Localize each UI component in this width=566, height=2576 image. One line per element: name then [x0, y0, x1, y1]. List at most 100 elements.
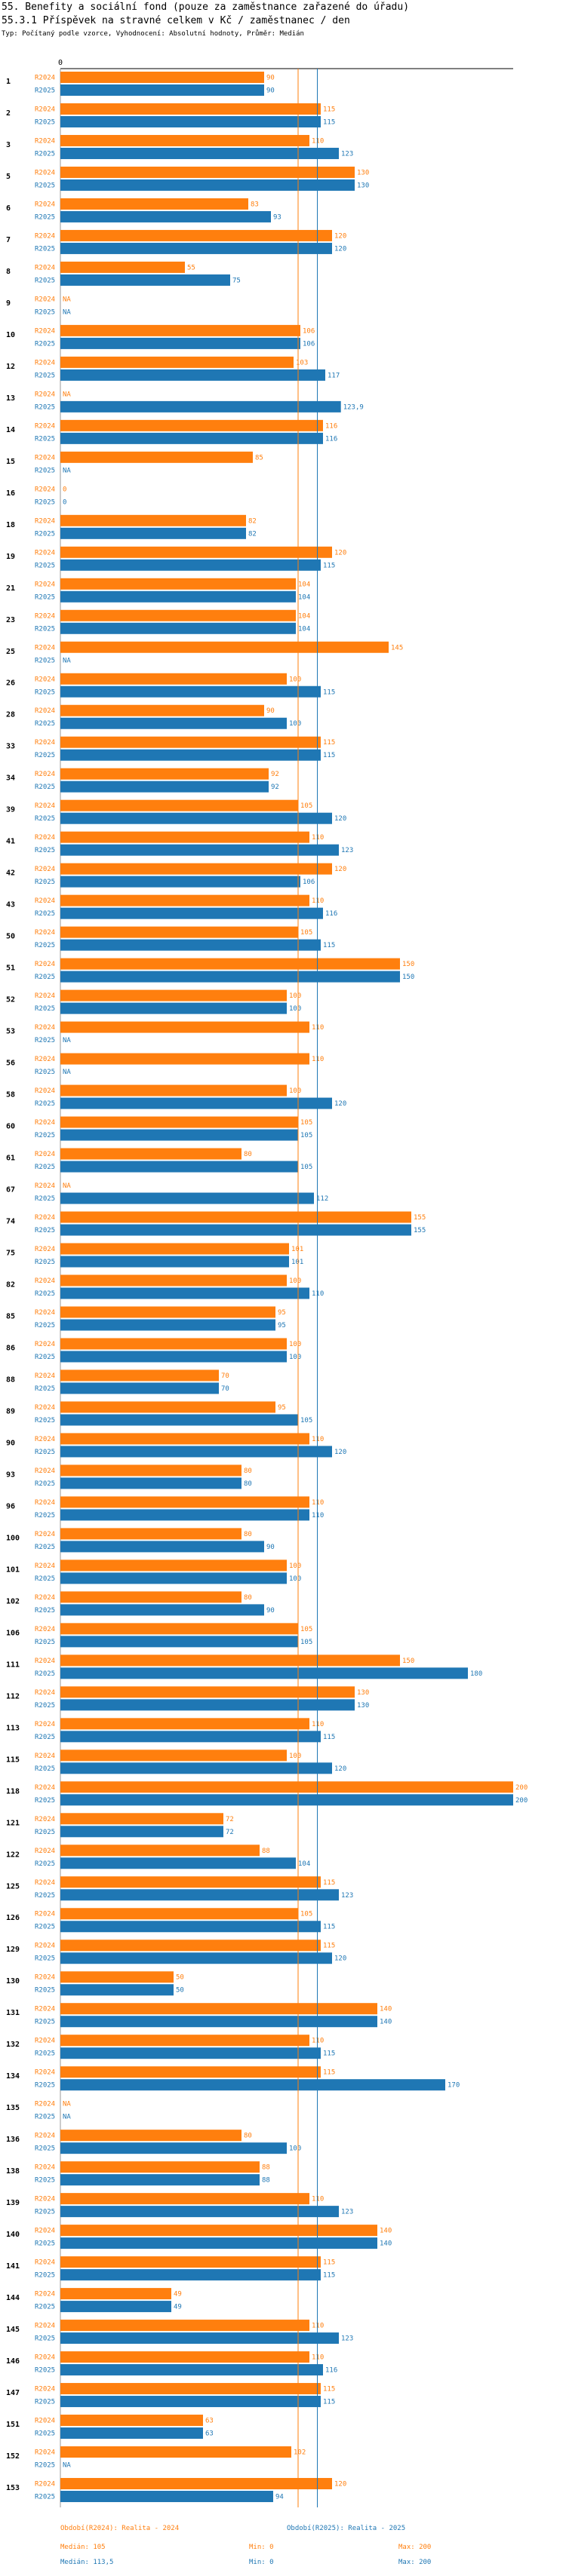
value-label: 150 [402, 974, 414, 981]
bar-r2024 [60, 1940, 321, 1952]
category-label: 125 [6, 1882, 20, 1891]
bar-r2024 [60, 958, 400, 970]
series-label: R2024 [35, 2354, 55, 2362]
bar-r2024 [60, 1623, 298, 1635]
bar-r2025 [60, 1952, 332, 1964]
value-label: 155 [414, 1214, 426, 1222]
bar-r2024 [60, 1528, 241, 1540]
series-label: R2024 [35, 75, 55, 82]
series-label: R2024 [35, 264, 55, 271]
stat-r2024-max: Max: 200 [398, 2544, 432, 2551]
value-label: 100 [289, 1562, 301, 1570]
series-label: R2024 [35, 2164, 55, 2172]
series-label: R2024 [35, 1721, 55, 1728]
series-label: R2025 [35, 435, 55, 443]
series-label: R2024 [35, 612, 55, 620]
bar-r2024 [60, 1686, 355, 1698]
chart-subtitle: Typ: Počítaný podle vzorce, Vyhodnocení:… [2, 30, 304, 38]
bar-r2024 [60, 768, 269, 780]
value-label: 95 [278, 1309, 286, 1317]
bar-r2024 [60, 736, 321, 748]
series-label: R2025 [35, 150, 55, 158]
value-label-na: NA [63, 1069, 71, 1076]
category-label: 23 [6, 616, 15, 624]
value-label: 104 [298, 593, 310, 601]
bar-r2024 [60, 1243, 289, 1255]
category-label: 61 [6, 1155, 15, 1163]
bar-r2025 [60, 1002, 287, 1014]
value-label: 92 [271, 771, 279, 778]
value-label: 110 [312, 2196, 324, 2203]
legend-r2025-label: Období(R2025): Realita - 2025 [287, 2525, 406, 2532]
bar-r2024 [60, 1559, 287, 1572]
bar-r2025 [60, 2016, 377, 2028]
series-label: R2024 [35, 1531, 55, 1538]
series-label: R2025 [35, 942, 55, 949]
value-label: 95 [278, 1322, 286, 1329]
value-label: 140 [380, 2006, 392, 2013]
category-label: 101 [6, 1566, 20, 1574]
category-label: 115 [6, 1756, 20, 1764]
bar-r2024 [60, 1274, 287, 1286]
category-label: 134 [6, 2072, 20, 2081]
series-label: R2024 [35, 1784, 55, 1792]
value-label: 123,9 [343, 403, 364, 411]
value-label: 55 [187, 264, 195, 271]
series-label: R2024 [35, 2196, 55, 2203]
chart-title-line1: 55. Benefity a sociální fond (pouze za z… [2, 2, 410, 13]
series-label: R2024 [35, 1816, 55, 1823]
bar-r2025 [60, 2237, 377, 2249]
bar-r2024 [60, 2066, 321, 2078]
category-label: 129 [6, 1946, 20, 1954]
stat-r2025-max: Max: 200 [398, 2559, 432, 2566]
value-label: 115 [323, 2386, 335, 2394]
category-label: 42 [6, 869, 15, 878]
bar-r2024 [60, 1718, 309, 1730]
series-label: R2025 [35, 1544, 55, 1551]
value-label: 90 [266, 1607, 275, 1615]
series-label: R2025 [35, 277, 55, 284]
category-label: 10 [6, 331, 15, 339]
series-label: R2024 [35, 676, 55, 683]
bar-r2025 [60, 939, 321, 951]
category-label: 131 [6, 2009, 20, 2017]
series-label: R2025 [35, 1955, 55, 1963]
series-label: R2024 [35, 1087, 55, 1095]
bar-r2025 [60, 1287, 309, 1299]
series-label: R2024 [35, 1626, 55, 1633]
series-label: R2025 [35, 1290, 55, 1298]
series-label: R2024 [35, 1024, 55, 1032]
category-label: 141 [6, 2262, 20, 2271]
series-label: R2025 [35, 625, 55, 633]
series-label: R2025 [35, 245, 55, 253]
bar-r2024 [60, 356, 294, 368]
series-label: R2025 [35, 213, 55, 221]
value-label: 101 [291, 1259, 303, 1266]
series-label: R2025 [35, 784, 55, 791]
value-label: 130 [357, 169, 369, 176]
category-label: 51 [6, 964, 15, 973]
bar-r2024 [60, 2478, 332, 2490]
value-label: 145 [391, 644, 403, 652]
bar-r2024 [60, 72, 264, 83]
bar-r2025 [60, 1477, 241, 1489]
category-label: 130 [6, 1977, 20, 1986]
bar-r2024 [60, 2003, 377, 2015]
value-label: 110 [312, 2323, 324, 2330]
category-label: 13 [6, 394, 15, 403]
value-label: 130 [357, 182, 369, 189]
series-label: R2025 [35, 1797, 55, 1805]
series-label: R2024 [35, 232, 55, 240]
value-label: 116 [325, 435, 337, 443]
bar-r2025 [60, 400, 341, 412]
value-label: 115 [323, 1734, 335, 1741]
bar-r2025 [60, 622, 296, 634]
series-label: R2024 [35, 517, 55, 525]
chart-title-line2: 55.3.1 Příspěvek na stravné celkem v Kč … [2, 15, 350, 26]
series-label: R2024 [35, 2101, 55, 2108]
bar-r2025 [60, 2396, 321, 2408]
category-label: 152 [6, 2452, 20, 2461]
value-label: 88 [262, 1848, 270, 1855]
bar-r2024 [60, 451, 253, 463]
series-label: R2025 [35, 815, 55, 823]
